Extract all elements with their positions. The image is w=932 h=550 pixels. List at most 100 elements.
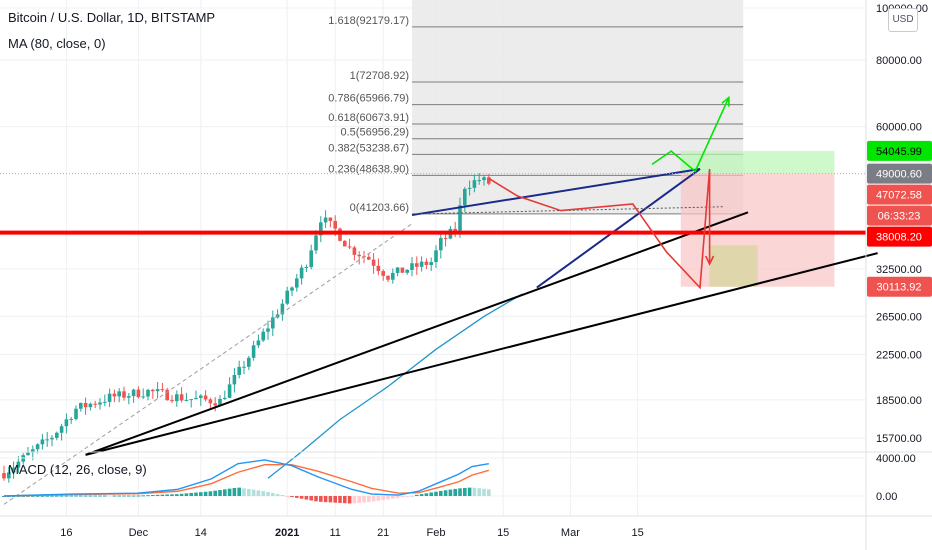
candle-body	[155, 389, 160, 392]
macd-histogram-bar	[170, 494, 174, 496]
price-badge	[867, 205, 932, 226]
time-axis[interactable]: 16 Dec 14 2021 11 21 Feb 15 Mar 15	[60, 527, 643, 539]
macd-histogram-bar	[309, 496, 313, 501]
macd-histogram-bar	[299, 496, 304, 499]
macd-histogram-bar	[434, 491, 438, 496]
candle-body	[453, 228, 457, 232]
candle-body	[103, 401, 107, 403]
macd-histogram-bar	[443, 490, 448, 496]
macd-histogram-bar	[79, 495, 83, 497]
candle-body	[400, 267, 405, 273]
candle-body	[386, 275, 390, 280]
candle-body	[83, 402, 88, 408]
price-tick-label: 32500.00	[876, 264, 922, 276]
macd-histogram-bar	[467, 487, 472, 496]
time-tick-label: 2021	[275, 527, 299, 539]
price-axis[interactable]: 100000.0080000.0060000.0032500.0026500.0…	[876, 3, 928, 503]
macd-histogram-bar	[31, 495, 35, 497]
macd-histogram-bar	[261, 491, 265, 496]
macd-histogram-bar	[314, 496, 318, 502]
macd-histogram-bar	[347, 496, 352, 504]
rising-wedge-lower	[536, 168, 701, 289]
candle-body	[189, 399, 193, 401]
candle-body	[175, 394, 179, 402]
position-zones[interactable]	[680, 150, 835, 287]
macd-histogram-bar	[223, 489, 227, 496]
macd-histogram-bar	[155, 494, 160, 496]
macd-histogram-bar	[160, 494, 165, 496]
candle-body	[415, 263, 419, 267]
candle-body	[285, 290, 289, 304]
candle-body	[218, 398, 222, 406]
macd-histogram-bar	[203, 491, 208, 496]
candle-body	[55, 432, 59, 438]
candle-body	[194, 397, 198, 400]
currency-button[interactable]: USD	[888, 8, 918, 32]
fib-level-label: 1.618(92179.17)	[328, 15, 409, 27]
macd-histogram-bar	[107, 495, 112, 497]
fib-level-label: 0(41203.66)	[350, 202, 409, 214]
macd-histogram-bar	[448, 489, 453, 496]
price-badge-label: 06:33:23	[878, 211, 921, 223]
time-tick-label: 15	[497, 527, 509, 539]
price-badge-label: 38008.20	[876, 232, 922, 244]
candle-body	[127, 396, 131, 398]
candle-body	[367, 256, 371, 260]
macd-histogram-bar	[232, 487, 237, 496]
macd-histogram-bar	[122, 495, 126, 497]
price-badge-label: 47072.58	[876, 190, 922, 202]
candle-body	[242, 366, 246, 368]
macd-histogram-bar	[131, 495, 136, 497]
macd-histogram-bar	[64, 495, 69, 497]
macd-histogram-bar	[16, 495, 21, 497]
macd-histogram-bar	[453, 488, 457, 496]
price-tick-label: 26500.00	[876, 311, 922, 323]
candle-body	[151, 389, 155, 392]
trend-lines[interactable]	[0, 167, 878, 505]
price-badge	[867, 276, 932, 297]
macd-histogram-bar	[338, 496, 342, 503]
price-badge	[867, 184, 932, 205]
macd-histogram-bar	[59, 495, 64, 497]
fib-level-label: 0.236(48638.90)	[328, 163, 409, 175]
macd-histogram-bar	[45, 495, 49, 497]
macd-histogram-bar	[328, 496, 333, 503]
candle-body	[146, 389, 150, 397]
macd-histogram-bar	[146, 495, 150, 497]
candle-body	[112, 393, 117, 397]
macd-histogram-bar	[189, 492, 193, 496]
fib-level-label: 0.786(65966.79)	[328, 93, 409, 105]
candle-body	[280, 303, 285, 315]
candle-body	[59, 426, 64, 433]
signal-line	[3, 463, 489, 497]
candle-body	[131, 389, 136, 397]
price-tick-label: 80000.00	[876, 55, 922, 67]
candle-body	[160, 389, 165, 391]
macd-histogram-bar	[487, 489, 491, 496]
price-tick-label: 22500.00	[876, 349, 922, 361]
macd-histogram-bar	[40, 495, 45, 497]
macd-histogram-bar	[333, 496, 337, 503]
moving-average-80	[267, 293, 523, 479]
candle-body	[472, 180, 477, 188]
bearish-projection-arrow-head	[704, 255, 715, 266]
macd-histogram-bar	[175, 494, 179, 496]
target-box	[709, 245, 758, 287]
candle-body	[458, 205, 462, 232]
macd-histogram-bar	[117, 495, 121, 497]
candle-body	[88, 403, 93, 408]
bullish-projection-arrow	[651, 97, 730, 173]
candle-body	[165, 389, 169, 401]
candle-body	[328, 217, 333, 222]
candle-body	[343, 240, 347, 247]
macd-histogram-bar	[386, 496, 390, 500]
macd-histogram-bar	[295, 496, 299, 498]
candle-body	[50, 437, 54, 440]
candle-body	[247, 357, 251, 367]
projection-arrows[interactable]	[488, 95, 730, 290]
candle-body	[299, 267, 304, 279]
candle-body	[232, 374, 237, 385]
macd-histogram-bar	[256, 490, 261, 496]
candle-body	[434, 250, 438, 263]
